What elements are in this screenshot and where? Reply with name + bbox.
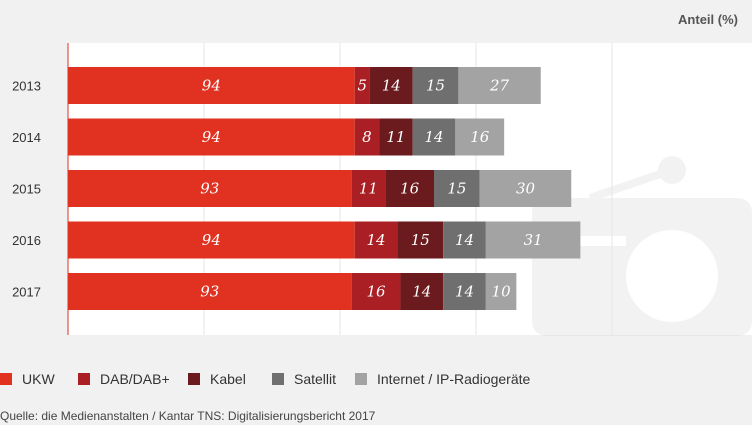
bar-segment (400, 273, 444, 310)
data-label: 8 (362, 128, 372, 146)
data-label: 16 (470, 128, 490, 146)
legend-swatch (0, 373, 12, 385)
data-label: 16 (400, 180, 420, 198)
data-label: 11 (359, 180, 378, 198)
data-label: 15 (411, 231, 430, 249)
legend-swatch (272, 373, 284, 385)
data-label: 94 (202, 77, 221, 95)
bar-segment (68, 170, 352, 207)
bar-segment (397, 221, 444, 259)
unit-label: Anteil (%) (678, 12, 738, 27)
data-label: 14 (455, 231, 474, 249)
data-label: 93 (200, 283, 219, 301)
bar-segment (479, 170, 572, 207)
legend-swatch (188, 373, 200, 385)
data-label: 15 (447, 180, 466, 198)
data-label: 14 (412, 283, 431, 301)
bar-segment (385, 170, 434, 207)
data-label: 14 (382, 77, 401, 95)
data-label: 27 (489, 77, 510, 95)
bar-segment (68, 118, 355, 156)
bar-segment (455, 118, 505, 156)
bar-segment (68, 221, 355, 259)
data-label: 31 (524, 231, 543, 249)
legend-label: UKW (22, 371, 55, 387)
y-tick-label: 2013 (12, 79, 41, 94)
legend-swatch (78, 373, 90, 385)
source-note: Quelle: die Medienanstalten / Kantar TNS… (0, 409, 376, 423)
bar-segment (443, 221, 486, 259)
bar-segment (412, 67, 459, 104)
y-tick-label: 2015 (12, 182, 41, 197)
data-label: 10 (492, 283, 512, 301)
data-label: 14 (367, 231, 386, 249)
bar-segment (458, 67, 541, 104)
data-label: 15 (426, 77, 445, 95)
bar-segment (354, 118, 380, 156)
data-label: 11 (386, 128, 405, 146)
data-label: 93 (200, 180, 219, 198)
legend-label: DAB/DAB+ (100, 371, 170, 387)
legend-label: Satellit (294, 371, 337, 387)
legend: UKW DAB/DAB+ Kabel Satellit Internet / IP-Ra… (0, 370, 752, 390)
data-label: 14 (424, 128, 443, 146)
bar-segment (443, 273, 486, 310)
legend-label: Internet / IP-Radiogeräte (377, 371, 531, 387)
radio-watermark-icon (532, 156, 752, 336)
bar-segment (369, 67, 413, 104)
y-tick-label: 2014 (12, 130, 41, 145)
bar-segment (68, 273, 352, 310)
y-tick-label: 2017 (12, 285, 41, 300)
legend-label: Kabel (210, 371, 246, 387)
bar-segment (351, 273, 401, 310)
bar-segment (379, 118, 413, 156)
y-tick-label: 2016 (12, 233, 41, 248)
bar-segment (485, 221, 581, 259)
bar-segment (434, 170, 480, 207)
bar-segment (354, 67, 370, 104)
data-label: 94 (202, 231, 221, 249)
data-label: 16 (367, 283, 387, 301)
bar-segment (485, 273, 517, 310)
data-label: 14 (455, 283, 474, 301)
bar-segment (68, 67, 355, 104)
bar-segment (351, 170, 386, 207)
bar-segment (354, 221, 398, 259)
data-label: 30 (516, 180, 536, 198)
legend-swatch (355, 373, 367, 385)
data-label: 94 (202, 128, 221, 146)
bar-segment (412, 118, 456, 156)
data-label: 5 (358, 77, 368, 95)
